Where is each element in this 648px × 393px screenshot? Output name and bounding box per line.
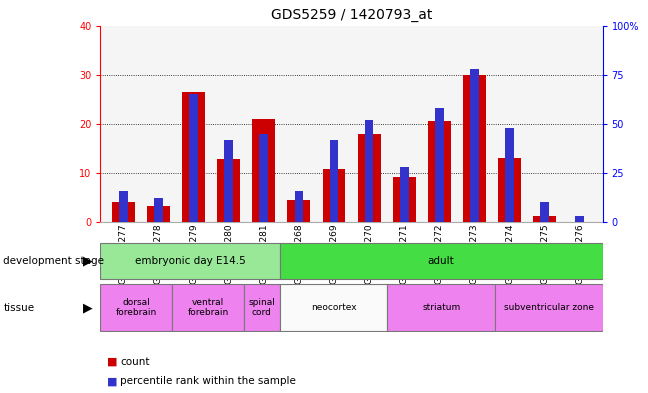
Bar [172,284,244,331]
Bar [224,140,233,222]
Bar [280,243,603,279]
Bar [182,92,205,222]
Bar [100,284,172,331]
Bar [495,284,603,331]
Text: subventricular zone: subventricular zone [504,303,594,312]
Bar [533,216,556,222]
Bar [252,119,275,222]
Bar [119,191,128,222]
Text: striatum: striatum [422,303,460,312]
Title: GDS5259 / 1420793_at: GDS5259 / 1420793_at [271,8,432,22]
Text: spinal
cord: spinal cord [248,298,275,317]
Bar [435,108,444,222]
Bar [330,140,338,222]
Bar [280,284,388,331]
Bar [217,159,240,222]
Text: development stage: development stage [3,256,104,266]
Text: percentile rank within the sample: percentile rank within the sample [120,376,295,386]
Bar [100,243,280,279]
Text: ■: ■ [107,376,117,386]
Bar [505,128,514,222]
Text: ventral
forebrain: ventral forebrain [187,298,229,317]
Bar [259,134,268,222]
Bar [365,120,373,222]
Bar [498,158,521,222]
Bar [288,200,310,222]
Bar [358,134,380,222]
Bar [112,202,135,222]
Bar [463,75,486,222]
Bar [470,69,479,222]
Bar [388,284,495,331]
Bar [244,284,280,331]
Bar [323,169,345,222]
Bar [428,121,451,222]
Bar [189,94,198,222]
Text: neocortex: neocortex [311,303,356,312]
Bar [400,167,408,222]
Text: tissue: tissue [3,303,34,312]
Bar [147,206,170,222]
Bar [295,191,303,222]
Text: adult: adult [428,256,455,266]
Text: ▶: ▶ [83,255,92,268]
Text: ▶: ▶ [83,301,92,314]
Bar [575,216,584,222]
Text: embryonic day E14.5: embryonic day E14.5 [135,256,246,266]
Bar [154,198,163,222]
Bar [540,202,549,222]
Bar [393,177,415,222]
Text: dorsal
forebrain: dorsal forebrain [116,298,157,317]
Text: count: count [120,356,150,367]
Text: ■: ■ [107,356,117,367]
